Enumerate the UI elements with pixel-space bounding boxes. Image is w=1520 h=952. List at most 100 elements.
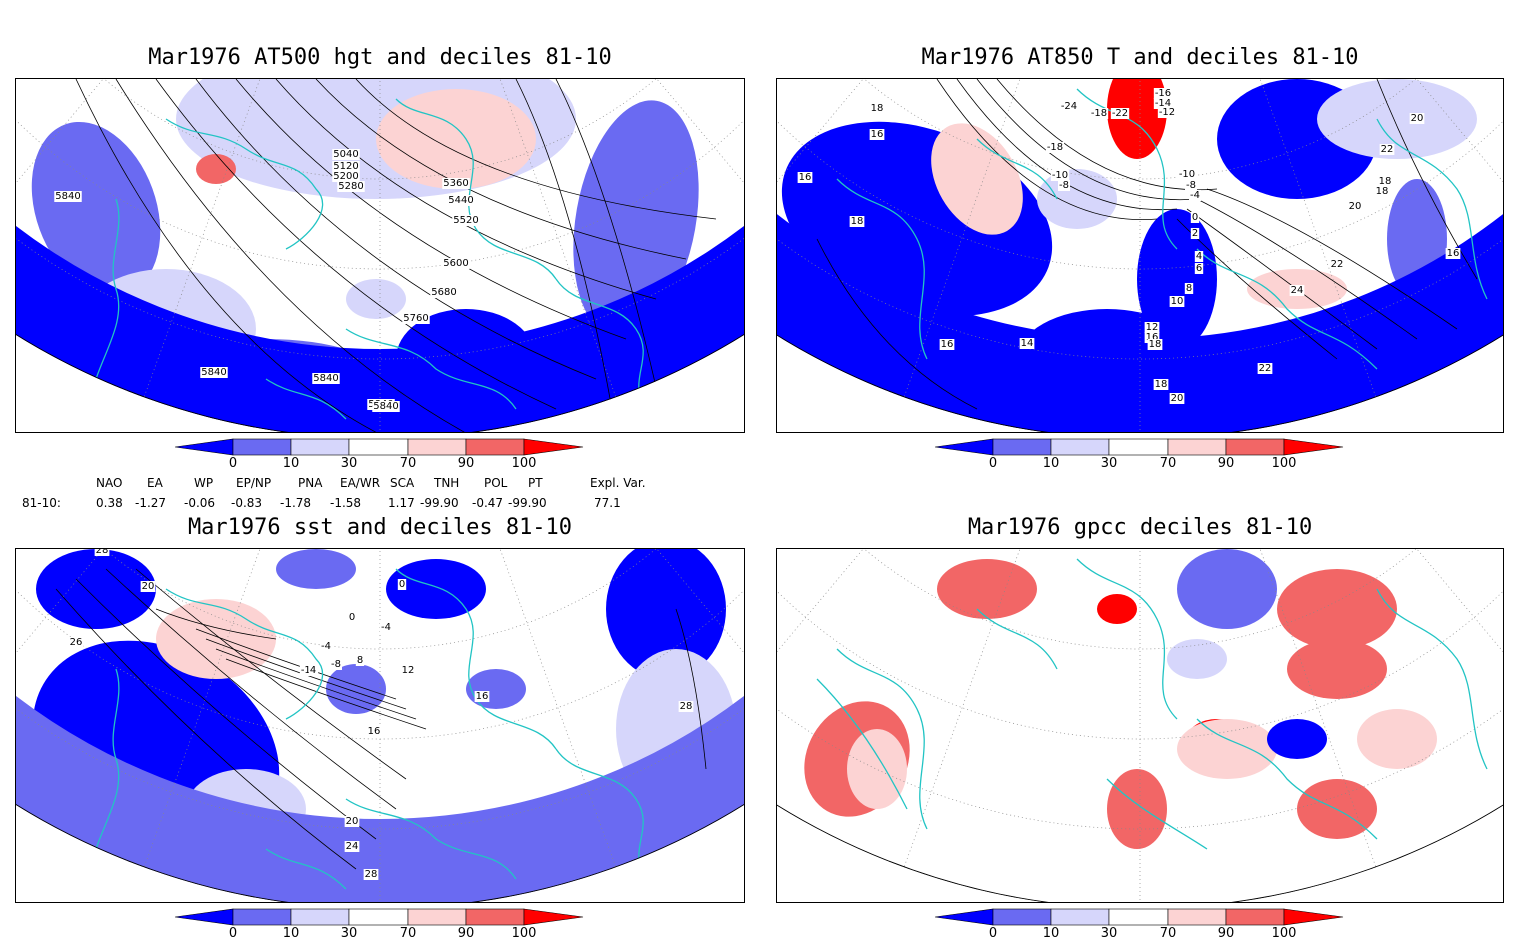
graticule	[16, 79, 744, 432]
decile-area	[847, 729, 907, 809]
contour-label: 22	[1329, 259, 1345, 270]
svg-text:-18: -18	[1047, 142, 1063, 153]
svg-text:18: 18	[1379, 176, 1392, 187]
contour-label: 28	[678, 701, 694, 712]
decile-area	[1277, 569, 1397, 649]
decile-area	[326, 664, 386, 714]
contour-label: 28	[363, 869, 379, 880]
svg-text:28: 28	[96, 549, 109, 556]
colorbar-tick-label: 0	[228, 926, 238, 941]
contour-label: 2	[1190, 228, 1200, 239]
svg-text:24: 24	[1291, 285, 1304, 296]
svg-text:5200: 5200	[333, 171, 358, 182]
panel-title-sst: Mar1976 sst and deciles 81-10	[187, 515, 573, 540]
colorbar-tick-label: 70	[1159, 926, 1177, 941]
svg-text:-8: -8	[1186, 180, 1196, 191]
svg-text:20: 20	[1349, 201, 1362, 212]
svg-text:-18: -18	[1091, 108, 1107, 119]
index-name-epnp: EP/NP	[236, 476, 272, 490]
colorbar-tick-label: 70	[1159, 456, 1177, 471]
contour-label: 5600	[442, 258, 470, 269]
index-name-pt: PT	[528, 476, 543, 490]
svg-text:5840: 5840	[313, 373, 338, 384]
colorbar-swatch	[992, 438, 1052, 456]
index-value-wp: -0.06	[184, 496, 216, 510]
contour-label: 22	[1379, 144, 1395, 155]
colorbar-t850: 0 10 30 70 90 100	[934, 438, 1350, 478]
svg-text:16: 16	[941, 339, 954, 350]
contour-label: 5440	[447, 195, 475, 206]
contour-label: 5520	[452, 215, 480, 226]
contour-label: 18	[1374, 186, 1390, 197]
contour-label: -4	[380, 622, 392, 633]
colorbar-tick-label: 70	[399, 926, 417, 941]
contour-label: 20	[1347, 201, 1363, 212]
colorbar-swatch	[1050, 908, 1110, 926]
contour-label: 5840	[54, 191, 82, 202]
contour-label: 4	[1194, 251, 1204, 262]
contour-label: -22	[1110, 108, 1130, 119]
colorbar-swatch	[348, 908, 409, 926]
decile-area	[1167, 639, 1227, 679]
panel-title-gpcc: Mar1976 gpcc deciles 81-10	[967, 515, 1313, 540]
index-name-wp: WP	[194, 476, 214, 490]
svg-text:18: 18	[871, 103, 884, 114]
contour-label: 18	[849, 216, 865, 227]
svg-text:8: 8	[1186, 283, 1192, 294]
svg-text:5840: 5840	[201, 367, 226, 378]
colorbar-tick-label: 10	[282, 456, 300, 471]
svg-text:5680: 5680	[431, 287, 456, 298]
contour-label: 5840	[312, 373, 340, 384]
svg-text:18: 18	[1376, 186, 1389, 197]
contour-label: 5360	[442, 178, 470, 189]
contour-label: 6	[1194, 263, 1204, 274]
graticule	[777, 549, 1503, 902]
svg-text:5280: 5280	[338, 181, 363, 192]
colorbar-tick-label: 100	[1271, 456, 1297, 471]
colorbar-tick-label: 30	[1100, 456, 1118, 471]
svg-text:16: 16	[1447, 248, 1460, 259]
svg-text:26: 26	[70, 637, 83, 648]
contour-label: 0	[347, 612, 357, 623]
colorbar-swatch	[992, 908, 1052, 926]
contour-label: 0	[397, 579, 407, 590]
index-value-pt: -99.90	[508, 496, 547, 510]
svg-text:5600: 5600	[443, 258, 468, 269]
svg-text:-8: -8	[1059, 180, 1069, 191]
contour-label: 16	[1445, 248, 1461, 259]
svg-text:-14: -14	[1155, 98, 1171, 109]
contour-label: -8	[1185, 180, 1197, 191]
colorbar-swatch	[174, 908, 234, 926]
colorbar-swatch	[232, 908, 292, 926]
colorbar-swatch	[1050, 438, 1110, 456]
index-name-tnh: TNH	[434, 476, 460, 490]
contour-label: 5120	[332, 161, 360, 172]
decile-area	[1037, 169, 1117, 229]
colorbar-swatch	[174, 438, 234, 456]
svg-text:22: 22	[1259, 363, 1272, 374]
decile-area	[1267, 719, 1327, 759]
contour-label: 16	[869, 129, 885, 140]
contour-label: 22	[1257, 363, 1273, 374]
decile-area	[606, 549, 726, 679]
svg-text:-16: -16	[1155, 88, 1171, 99]
decile-area	[931, 123, 1023, 235]
coastlines	[95, 568, 647, 890]
index-value-eawr: -1.58	[330, 496, 362, 510]
contour-label: 18	[1147, 339, 1163, 350]
colorbar-swatch	[407, 438, 467, 456]
svg-text:-4: -4	[321, 641, 331, 652]
svg-text:0: 0	[1192, 212, 1198, 223]
contour-label: 5040	[332, 149, 360, 160]
contour-label: -8	[1058, 180, 1070, 191]
svg-text:10: 10	[1171, 296, 1184, 307]
index-name-ea: EA	[147, 476, 163, 490]
svg-text:8: 8	[357, 655, 363, 666]
index-value-pna: -1.78	[280, 496, 312, 510]
decile-area	[1107, 79, 1167, 159]
svg-text:16: 16	[1146, 332, 1159, 343]
contour-label: 16	[474, 691, 490, 702]
index-value-expl-var: 77.1	[594, 496, 621, 510]
contour-label: 0	[1190, 212, 1200, 223]
